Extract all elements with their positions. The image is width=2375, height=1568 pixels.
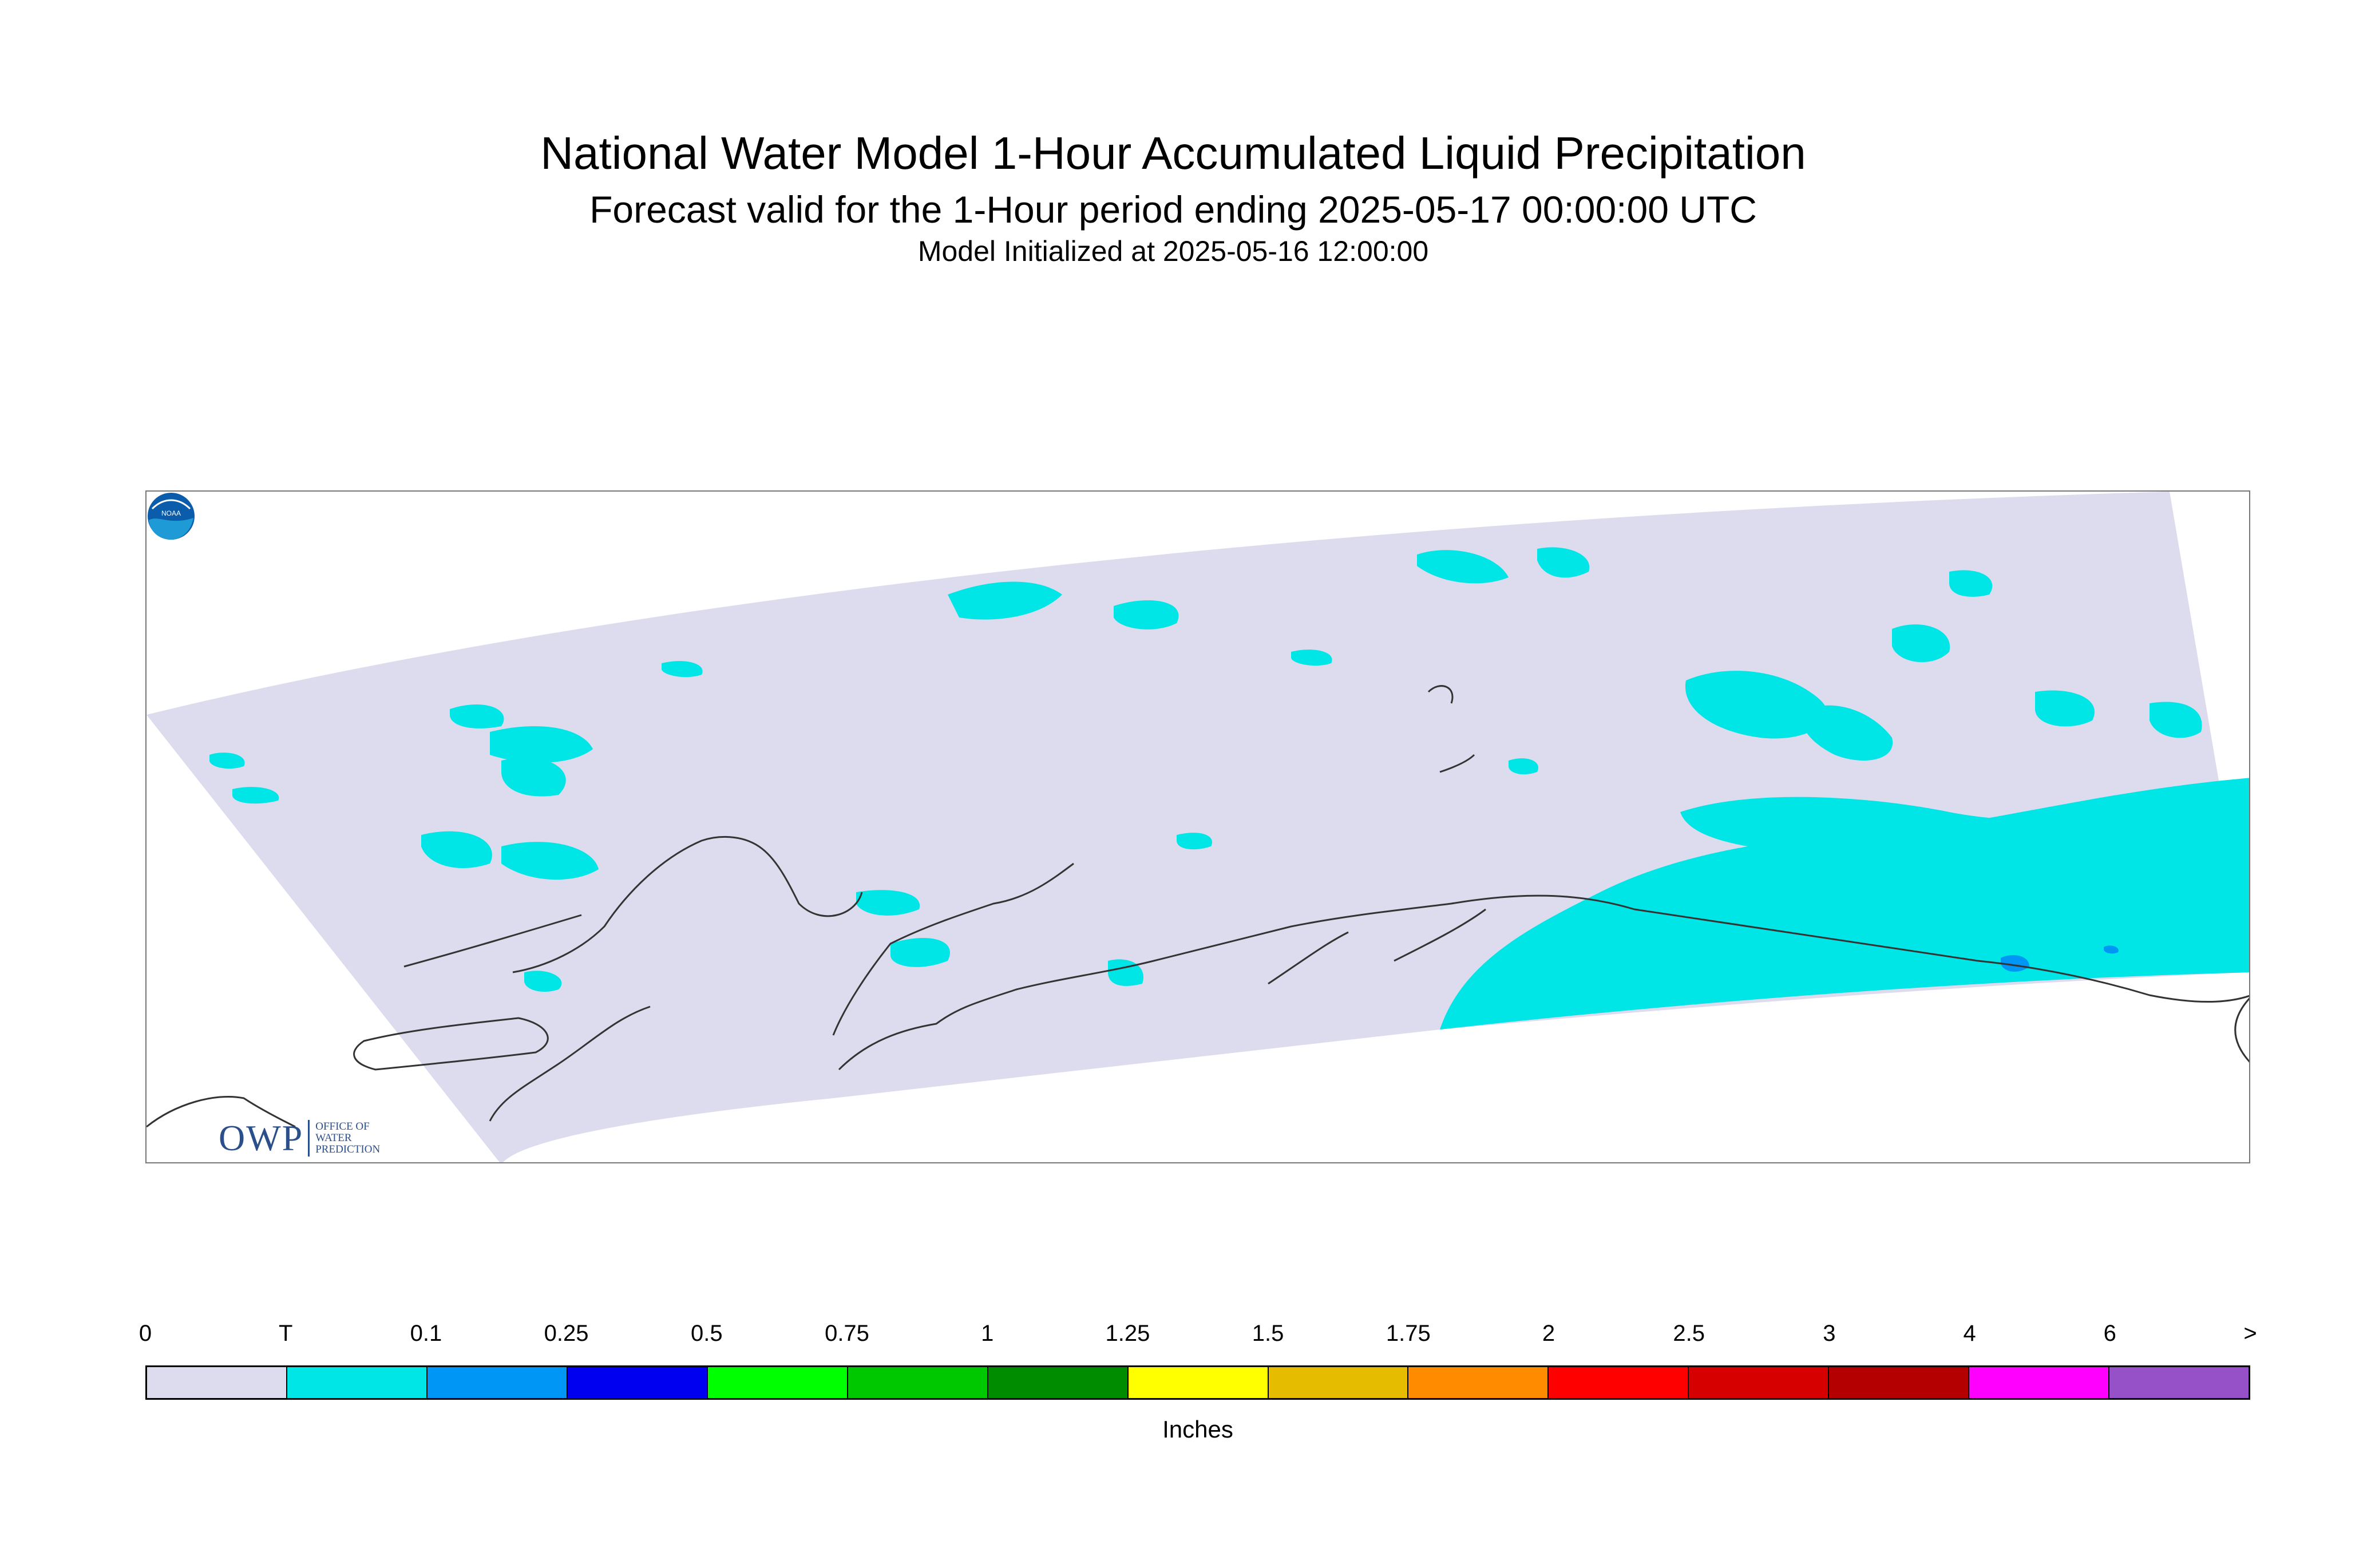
legend-color-cell	[1128, 1367, 1269, 1398]
legend-tick-label: 0.1	[410, 1321, 442, 1346]
legend-tick-label: 6	[2103, 1321, 2116, 1346]
chart-title: National Water Model 1-Hour Accumulated …	[540, 128, 1806, 179]
owp-logo: OWP OFFICE OF WATER PREDICTION	[219, 1115, 380, 1161]
legend-color-cell	[848, 1367, 988, 1398]
map-panel: OWP OFFICE OF WATER PREDICTION NOAA	[145, 490, 2250, 1163]
legend-tick-label: 0.25	[544, 1321, 589, 1346]
owp-logo-divider	[308, 1120, 310, 1157]
legend-tick-label: 0	[138, 1321, 152, 1346]
map-svg	[147, 492, 2249, 1162]
legend-tick-label: T	[278, 1321, 293, 1346]
precip-low-areas	[2001, 945, 2119, 972]
legend-color-cell	[1829, 1367, 1970, 1398]
legend-tick-labels: 0 T 0.1 0.25 0.5 0.75 1 1.25 1.5 1.75 2 2.5 3 4 6 >	[139, 1321, 2257, 1355]
owp-logo-mark: OWP	[219, 1118, 304, 1158]
legend-units-label: Inches	[1162, 1416, 1233, 1443]
legend-color-cell	[707, 1367, 848, 1398]
model-initialized-text: Model Initialized at 2025-05-16 12:00:00	[917, 235, 1429, 267]
legend-tick-label: 1.5	[1252, 1321, 1284, 1346]
precip-trace-areas	[209, 547, 2249, 1030]
legend-color-cell	[1969, 1367, 2110, 1398]
svg-text:NOAA: NOAA	[161, 509, 181, 517]
legend-color-cell	[1549, 1367, 1689, 1398]
legend-color-cell	[147, 1367, 287, 1398]
legend-tick-label: 0.5	[690, 1321, 723, 1346]
owp-logo-text: OFFICE OF WATER PREDICTION	[315, 1120, 381, 1155]
legend-tick-label: 2	[1542, 1321, 1555, 1346]
legend-color-cell	[1689, 1367, 1830, 1398]
legend-color-cell	[988, 1367, 1129, 1398]
noaa-logo: NOAA	[148, 493, 195, 540]
legend-tick-label: 1.75	[1386, 1321, 1431, 1346]
legend-color-cell	[427, 1367, 568, 1398]
legend-color-cell	[567, 1367, 708, 1398]
legend-tick-label: 1.25	[1105, 1321, 1150, 1346]
legend-tick-label: 2.5	[1673, 1321, 1705, 1346]
legend-tick-label: >	[2243, 1321, 2257, 1346]
forecast-valid-subtitle: Forecast valid for the 1-Hour period end…	[589, 188, 1757, 231]
legend-color-cell	[1408, 1367, 1549, 1398]
legend-color-cell	[1268, 1367, 1409, 1398]
legend-tick-label: 0.75	[825, 1321, 869, 1346]
legend-color-cell	[287, 1367, 428, 1398]
legend-tick-label: 1	[981, 1321, 994, 1346]
legend-tick-label: 4	[1963, 1321, 1976, 1346]
legend-tick-label: 3	[1823, 1321, 1836, 1346]
legend-color-bar	[145, 1365, 2250, 1400]
legend-color-cell	[2109, 1367, 2249, 1398]
coastlines	[147, 685, 2249, 1128]
